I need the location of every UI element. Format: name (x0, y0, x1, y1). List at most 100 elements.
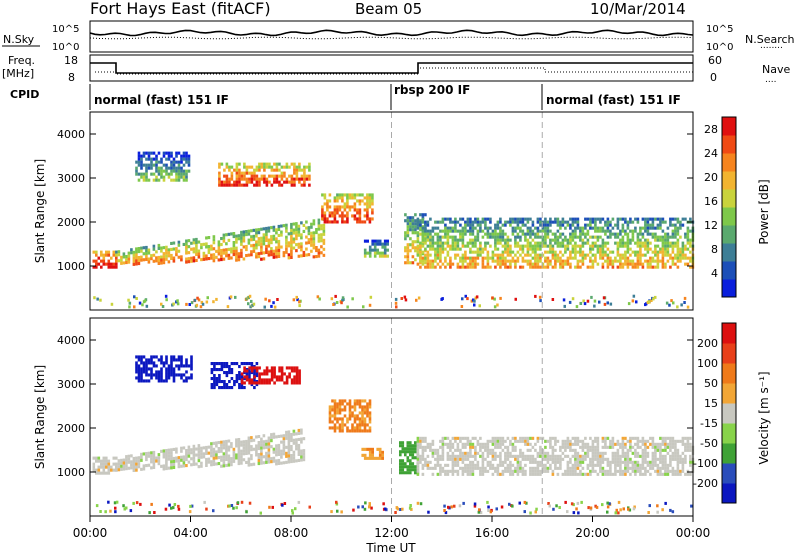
echo-cell (182, 464, 186, 468)
echo-cell (454, 247, 457, 251)
echo-cell (421, 232, 425, 236)
echo-cell (137, 154, 141, 158)
echo-cell (270, 436, 273, 440)
echo-cell (429, 262, 432, 266)
echo-cell (456, 457, 460, 461)
echo-cell (177, 175, 181, 179)
echo-cell (162, 455, 166, 459)
echo-cell (594, 448, 597, 452)
echo-cell (172, 157, 176, 161)
echo-cell (130, 460, 133, 464)
echo-cell (170, 169, 173, 173)
echo-cell (140, 157, 143, 161)
echo-cell (147, 451, 151, 455)
echo-cell (353, 193, 357, 197)
echo-cell (651, 457, 655, 461)
echo-cell (591, 265, 595, 269)
echo-cell (238, 386, 241, 390)
echo-cell (255, 362, 259, 366)
echo-cell (192, 247, 196, 251)
echo-cell (496, 259, 500, 263)
nave-line (95, 67, 693, 75)
freq-left-tick-bottom: 8 (68, 71, 75, 84)
echo-cell (636, 445, 640, 449)
echo-cell (165, 254, 168, 258)
echo-cell (489, 448, 492, 452)
echo-cell (338, 408, 342, 412)
colorbar-tick-label: 4 (711, 267, 718, 280)
echo-cell (170, 370, 173, 374)
echo-cell (441, 262, 445, 266)
echo-cell (629, 445, 632, 449)
echo-cell (534, 460, 537, 464)
echo-cell (671, 256, 675, 260)
echo-cell (293, 177, 296, 181)
echo-cell (646, 226, 650, 230)
echo-cell (486, 253, 490, 257)
echo-cell (335, 500, 338, 504)
echo-cell (651, 463, 655, 467)
echo-cell (559, 466, 562, 470)
echo-cell (240, 386, 244, 390)
echo-cell (631, 262, 635, 266)
echo-cell (120, 461, 123, 465)
echo-cell (654, 259, 657, 263)
echo-cell (180, 157, 183, 161)
echo-cell (228, 180, 231, 184)
echo-cell (690, 504, 693, 508)
echo-cell (569, 238, 572, 242)
echo-cell (321, 211, 324, 215)
echo-cell (521, 247, 525, 251)
echo-cell (506, 238, 510, 242)
echo-cell (454, 454, 457, 458)
echo-cell (240, 242, 243, 246)
echo-cell (115, 265, 118, 269)
echo-cell (130, 248, 133, 252)
echo-cell (175, 300, 178, 304)
echo-cell (551, 448, 555, 452)
echo-cell (669, 448, 672, 452)
echo-cell (170, 361, 173, 365)
echo-cell (634, 442, 637, 446)
echo-cell (225, 448, 228, 452)
echo-cell (346, 214, 349, 218)
echo-cell (280, 378, 284, 382)
echo-cell (107, 462, 111, 466)
echo-cell (535, 507, 538, 511)
echo-cell (611, 265, 615, 269)
colorbar-swatch (722, 443, 736, 464)
echo-cell (295, 174, 299, 178)
echo-cell (624, 250, 627, 254)
echo-cell (559, 220, 562, 224)
echo-cell (674, 448, 677, 452)
echo-cell (247, 439, 251, 443)
echo-cell (187, 376, 191, 380)
echo-cell (245, 510, 248, 514)
echo-cell (529, 217, 532, 221)
echo-cell (361, 193, 364, 197)
echo-cell (270, 433, 273, 437)
echo-cell (137, 364, 141, 368)
echo-cell (167, 367, 171, 371)
echo-cell (669, 436, 672, 440)
echo-cell (606, 265, 610, 269)
nave-legend: .... (765, 75, 776, 85)
echo-cell (160, 464, 163, 468)
echo-cell (449, 244, 452, 248)
echo-cell (262, 242, 266, 246)
echo-cell (250, 171, 254, 175)
echo-cell (629, 217, 632, 221)
echo-cell (501, 253, 505, 257)
echo-cell (559, 262, 562, 266)
echo-cell (454, 436, 457, 440)
echo-cell (549, 250, 552, 254)
echo-cell (484, 256, 487, 260)
echo-cell (581, 445, 585, 449)
echo-cell (135, 172, 138, 176)
echo-cell (287, 253, 291, 257)
echo-cell (93, 296, 96, 300)
echo-cell (426, 466, 430, 470)
echo-cell (486, 217, 490, 221)
echo-cell (596, 448, 600, 452)
echo-cell (464, 223, 467, 227)
